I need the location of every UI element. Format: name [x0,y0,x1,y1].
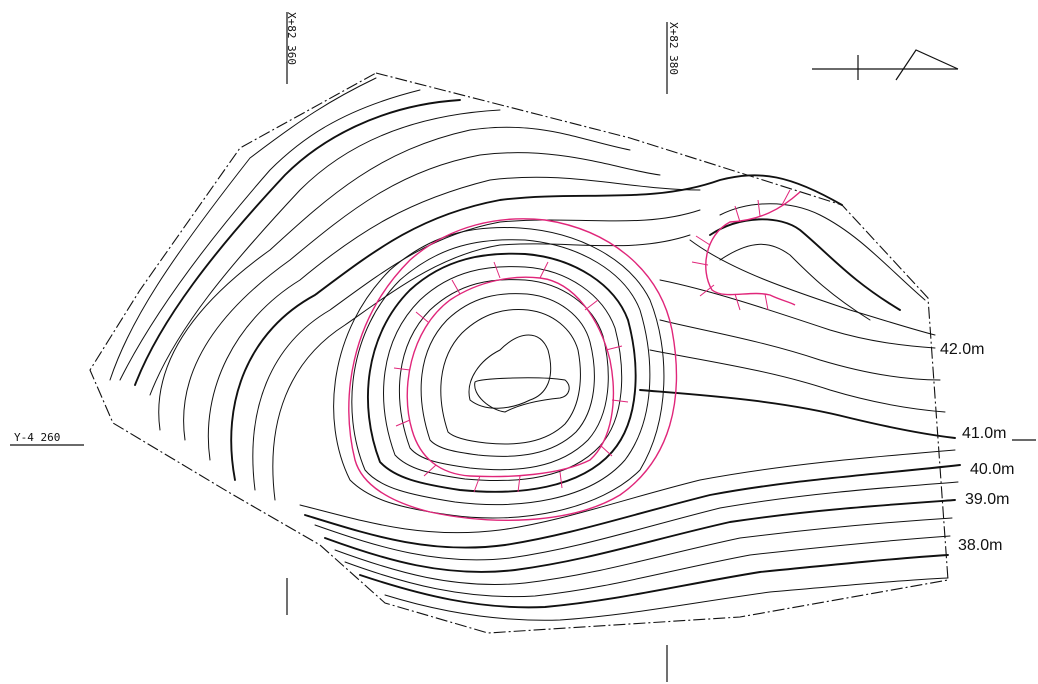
contour-line [304,464,961,549]
contour-line [109,77,377,381]
grid-label-y-left: Y-4 260 [14,431,60,444]
north-arrow-icon [812,49,959,81]
hachure [757,199,761,217]
grid-label-x-right: X+82 380 [667,22,680,75]
contour-line [384,577,949,621]
hachure [734,205,741,223]
contour-line [719,203,926,301]
hachure [415,311,429,323]
contour-line [333,227,665,519]
elevation-label-40: 40.0m [970,461,1014,478]
contour-line [709,218,901,311]
contour-line [314,481,959,561]
elevation-label-41: 41.0m [962,425,1006,442]
contour-line [639,389,956,439]
grid-label-x-left-text: X+82 360 [285,12,298,65]
contour-line [207,176,701,461]
contour-line [252,209,701,491]
hachure [611,399,629,403]
elevation-label-42: 42.0m [940,341,984,358]
hachure [539,261,549,279]
contour-line [474,377,570,413]
hachure [599,444,613,457]
hachure [559,471,563,489]
contour-line [344,535,951,598]
contour-line [383,266,623,482]
hachure [695,235,711,246]
contour-line [366,252,637,493]
hachure [691,261,709,266]
contour-lines [109,77,961,621]
hachure [395,419,411,427]
hachure [605,345,623,351]
contour-line [659,319,941,381]
contour-line [149,109,501,396]
hachure [423,464,437,477]
contour-line [324,499,956,573]
hachure [781,189,791,206]
hachure [493,261,501,279]
hachure [393,367,411,371]
contour-line [719,243,871,321]
contour-line [134,99,461,386]
elevation-label-39: 39.0m [965,491,1009,508]
hachure [764,293,769,311]
hachure [584,299,599,311]
feature-outlines [348,189,801,521]
contour-line [649,349,946,413]
contour-line [299,449,956,534]
contour-line [398,279,609,471]
pit-outline [705,191,801,306]
contour-line [183,152,661,441]
contour-line [440,309,581,445]
mound-outer-outline [348,218,678,521]
contour-line [230,174,843,481]
hachure [517,475,521,493]
hachure [451,279,461,295]
contour-line [689,239,936,336]
contour-line [351,239,651,506]
contour-line [272,234,691,501]
contour-line [158,126,631,431]
hachure [734,293,741,311]
contour-line [420,293,595,457]
contour-line [468,334,552,409]
hachure [473,475,481,493]
grid-label-x-left: X+82 360 [285,12,298,65]
survey-boundary [89,72,949,634]
mound-inner-outline [406,276,615,478]
contour-line [359,554,949,609]
elevation-label-38: 38.0m [958,537,1002,554]
grid-label-x-right-text: X+82 380 [667,22,680,75]
hachure [699,284,715,297]
contour-line [659,279,936,349]
contour-line [334,517,953,586]
contour-line [119,89,421,381]
